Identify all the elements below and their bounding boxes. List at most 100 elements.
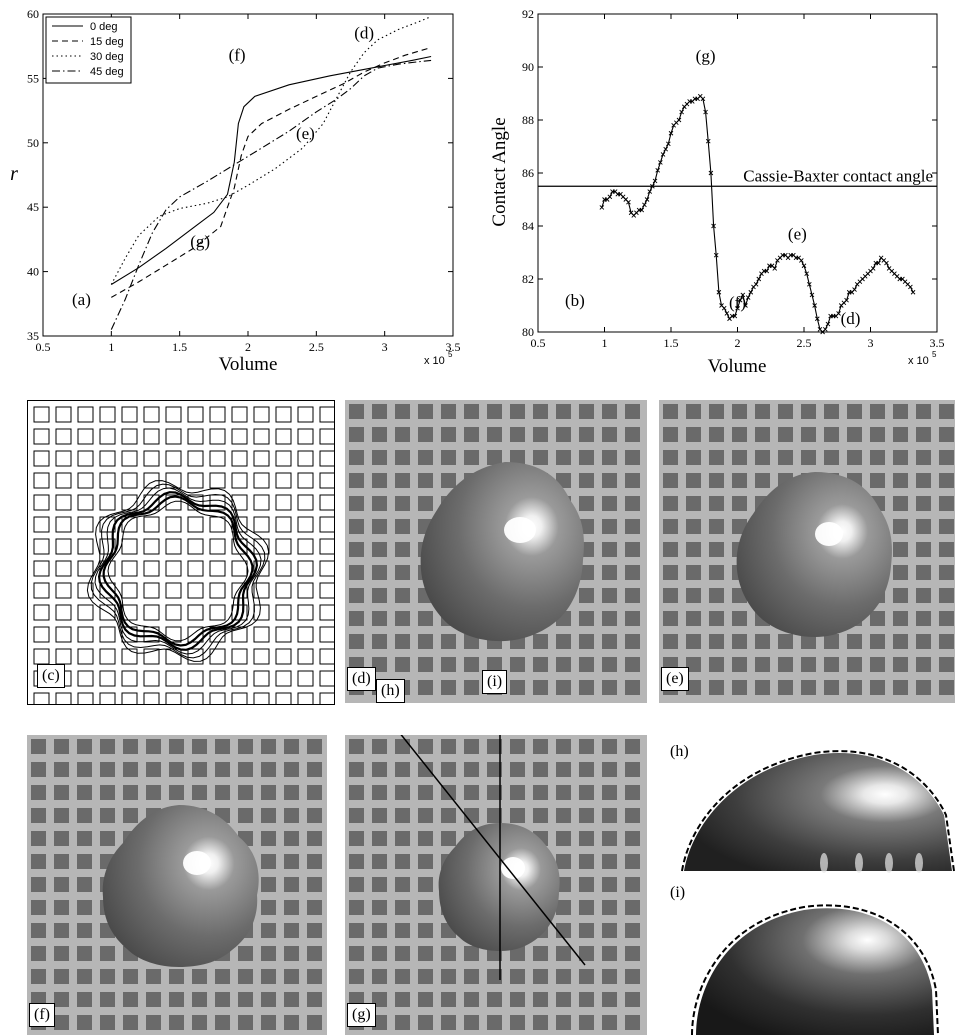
pillar-square [99, 648, 116, 665]
series-line-3 [110, 59, 432, 330]
pillar-square [77, 494, 94, 511]
chart-b-x-multiplier: x 10 [908, 355, 929, 367]
pillar-square [275, 450, 292, 467]
data-point-marker [822, 327, 828, 332]
pillar-square [187, 406, 204, 423]
cut-line-h [400, 735, 586, 966]
chart-a: 0.5 1 1.5 2 2.5 3 3.5 35 40 45 50 55 60 (f) (d) (e) (g)… [10, 7, 460, 375]
section-i-shape [696, 908, 934, 1035]
y-tick-label: 80 [522, 325, 534, 339]
series-line-2 [110, 16, 432, 285]
pillar-square [121, 582, 138, 599]
data-point-marker [748, 289, 754, 295]
pillar-square [297, 604, 314, 621]
contact-line-contour [102, 495, 254, 647]
pillar-square [165, 626, 182, 643]
y-tick-label: 50 [27, 136, 39, 150]
pillar-square [143, 648, 160, 665]
data-point-marker [876, 260, 881, 266]
annotation-label: (g) [696, 47, 716, 66]
data-point-marker [772, 266, 778, 271]
pillar-square [55, 516, 72, 533]
data-point-marker [737, 297, 743, 303]
pillar-square [55, 450, 72, 467]
pillar-square [319, 560, 334, 577]
data-point-marker [663, 146, 668, 152]
y-tick-label: 45 [27, 200, 39, 214]
pillar-square [275, 692, 292, 704]
pillar-square [77, 692, 94, 704]
data-point-marker [732, 313, 738, 319]
data-point-marker [713, 252, 719, 258]
pillar-square [165, 472, 182, 489]
chart-a-ylabel: r [10, 163, 18, 185]
data-point-marker [870, 266, 876, 271]
x-tick-label: 2 [245, 340, 251, 354]
pillar-square [275, 428, 292, 445]
pillar-square [209, 538, 226, 555]
data-point-marker [743, 303, 748, 308]
pillar-square [33, 494, 50, 511]
data-point-marker [642, 202, 647, 208]
pillar-square [253, 428, 270, 445]
panel-g: (h) (i) (g) [345, 735, 647, 1035]
pillar-square [209, 604, 226, 621]
droplet-e-highlight [815, 522, 843, 546]
pillar-square [99, 450, 116, 467]
pillar-square [319, 648, 334, 665]
pillar-square [275, 472, 292, 489]
pillar-square [209, 692, 226, 704]
pillar-square [121, 494, 138, 511]
pillar-square [99, 670, 116, 687]
x-tick-label: 3 [382, 340, 388, 354]
pillar-square [55, 604, 72, 621]
legend-entry-1: 15 deg [90, 36, 124, 48]
pillar-square [253, 560, 270, 577]
pillar-square [77, 428, 94, 445]
panel-f-render [27, 735, 327, 1035]
pillar-square [231, 692, 248, 704]
pillar-square [187, 670, 204, 687]
pillar-square [297, 538, 314, 555]
data-point-marker [668, 130, 674, 136]
y-tick-label: 86 [522, 166, 534, 180]
pillar-square [319, 428, 334, 445]
data-point-marker [666, 141, 671, 147]
pillar-square [165, 582, 182, 599]
data-point-marker [804, 271, 809, 277]
pillar-square [55, 648, 72, 665]
pillar-square [99, 428, 116, 445]
pillar-square [99, 692, 116, 704]
pillar-square [143, 428, 160, 445]
pillar-square [231, 626, 248, 643]
pillar-square [33, 692, 50, 704]
pillar-square [187, 582, 204, 599]
pillar-square [165, 538, 182, 555]
data-point-marker [650, 183, 655, 189]
data-point-marker [716, 289, 722, 295]
chart-b-x-exponent: 5 [932, 350, 937, 359]
pillar-square [319, 692, 334, 704]
panel-f-label: (f) [29, 1003, 55, 1027]
chart-a-x-multiplier: x 10 [424, 355, 445, 367]
annotation-label: (d) [841, 309, 861, 328]
annotation-label: (f) [229, 45, 246, 64]
legend-entry-2: 30 deg [90, 51, 124, 63]
pillar-square [187, 626, 204, 643]
data-point-marker [884, 260, 889, 266]
pillar-square [253, 648, 270, 665]
pillar-square [297, 670, 314, 687]
panel-h: (h) [664, 735, 955, 875]
pillar-square [231, 450, 248, 467]
x-tick-label: 1 [108, 340, 114, 354]
pillar-square [165, 604, 182, 621]
pillar-square [231, 428, 248, 445]
pillar-square [319, 472, 334, 489]
pillar-square [77, 648, 94, 665]
pillar-square [319, 670, 334, 687]
data-point-marker [910, 289, 916, 295]
pillar-square [297, 648, 314, 665]
data-point-marker [814, 316, 820, 322]
contact-line-contour [94, 487, 262, 655]
pillar-square [319, 406, 334, 423]
